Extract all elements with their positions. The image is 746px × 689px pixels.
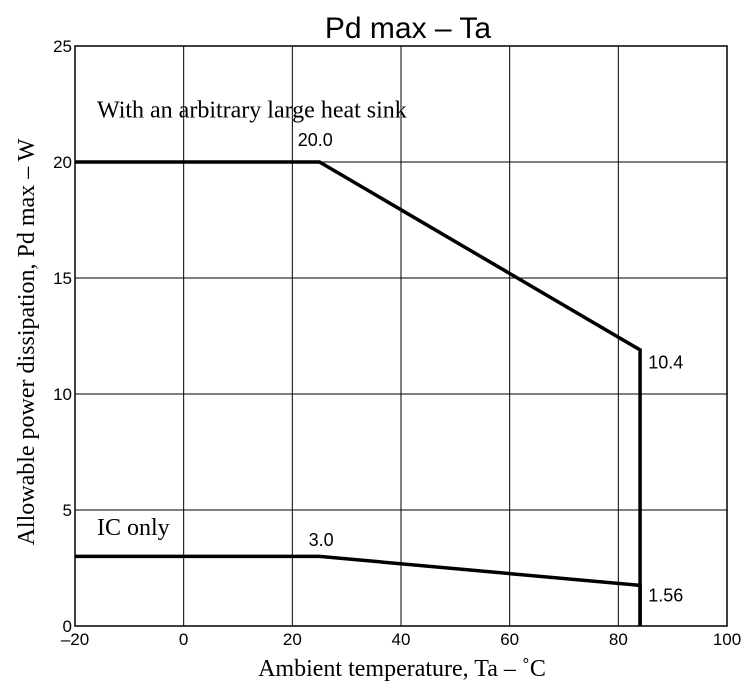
series-label-1: IC only — [97, 515, 170, 541]
series-label-0: With an arbitrary large heat sink — [97, 98, 407, 124]
annotations: With an arbitrary large heat sink IC only… — [97, 98, 683, 606]
y-tick-label: 0 — [63, 617, 72, 636]
y-tick-label: 10 — [53, 385, 72, 404]
chart-title: Pd max – Ta — [325, 12, 492, 45]
y-tick-label: 15 — [53, 269, 72, 288]
x-tick-label: 100 — [713, 630, 741, 649]
x-tick-label: –20 — [61, 630, 89, 649]
y-tick-labels: 0 5 10 15 20 25 — [53, 37, 72, 636]
y-tick-label: 20 — [53, 153, 72, 172]
x-tick-label: 20 — [283, 630, 302, 649]
x-tick-label: 80 — [609, 630, 628, 649]
x-tick-label: 60 — [500, 630, 519, 649]
x-tick-label: 40 — [392, 630, 411, 649]
y-tick-label: 5 — [63, 501, 72, 520]
series-lines — [75, 160, 642, 626]
grid — [74, 45, 728, 627]
data-label-3: 1.56 — [648, 586, 683, 606]
x-tick-labels: –20 0 20 40 60 80 100 — [61, 630, 741, 649]
y-axis-label: Allowable power dissipation, Pd max – W — [14, 138, 40, 545]
plot-frame — [74, 45, 728, 627]
data-label-1: 10.4 — [648, 352, 683, 372]
x-axis-label: Ambient temperature, Ta – ˚C — [258, 656, 546, 682]
x-tick-label: 0 — [179, 630, 188, 649]
series-line-0 — [75, 160, 642, 626]
y-tick-label: 25 — [53, 37, 72, 56]
data-label-2: 3.0 — [309, 530, 334, 550]
data-label-0: 20.0 — [298, 130, 333, 150]
series-line-1 — [75, 554, 642, 626]
